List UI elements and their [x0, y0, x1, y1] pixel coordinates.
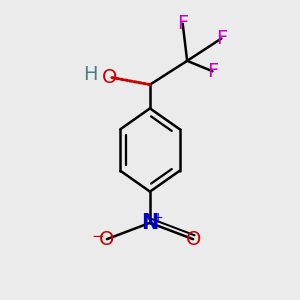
Text: F: F — [207, 62, 218, 81]
Text: O: O — [99, 230, 115, 249]
Text: N: N — [141, 213, 159, 233]
Text: O: O — [185, 230, 201, 249]
Text: −: − — [91, 229, 104, 244]
Text: O: O — [102, 68, 118, 87]
Text: +: + — [153, 211, 164, 224]
Text: H: H — [83, 65, 98, 84]
Text: F: F — [177, 14, 188, 33]
Text: F: F — [216, 29, 227, 48]
